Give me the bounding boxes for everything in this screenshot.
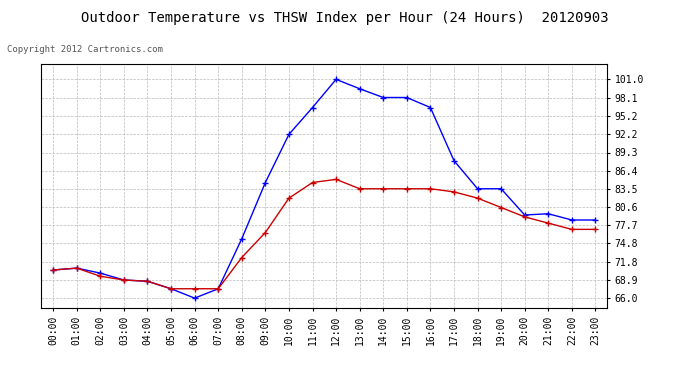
Text: Copyright 2012 Cartronics.com: Copyright 2012 Cartronics.com [7,45,163,54]
Text: Outdoor Temperature vs THSW Index per Hour (24 Hours)  20120903: Outdoor Temperature vs THSW Index per Ho… [81,11,609,25]
